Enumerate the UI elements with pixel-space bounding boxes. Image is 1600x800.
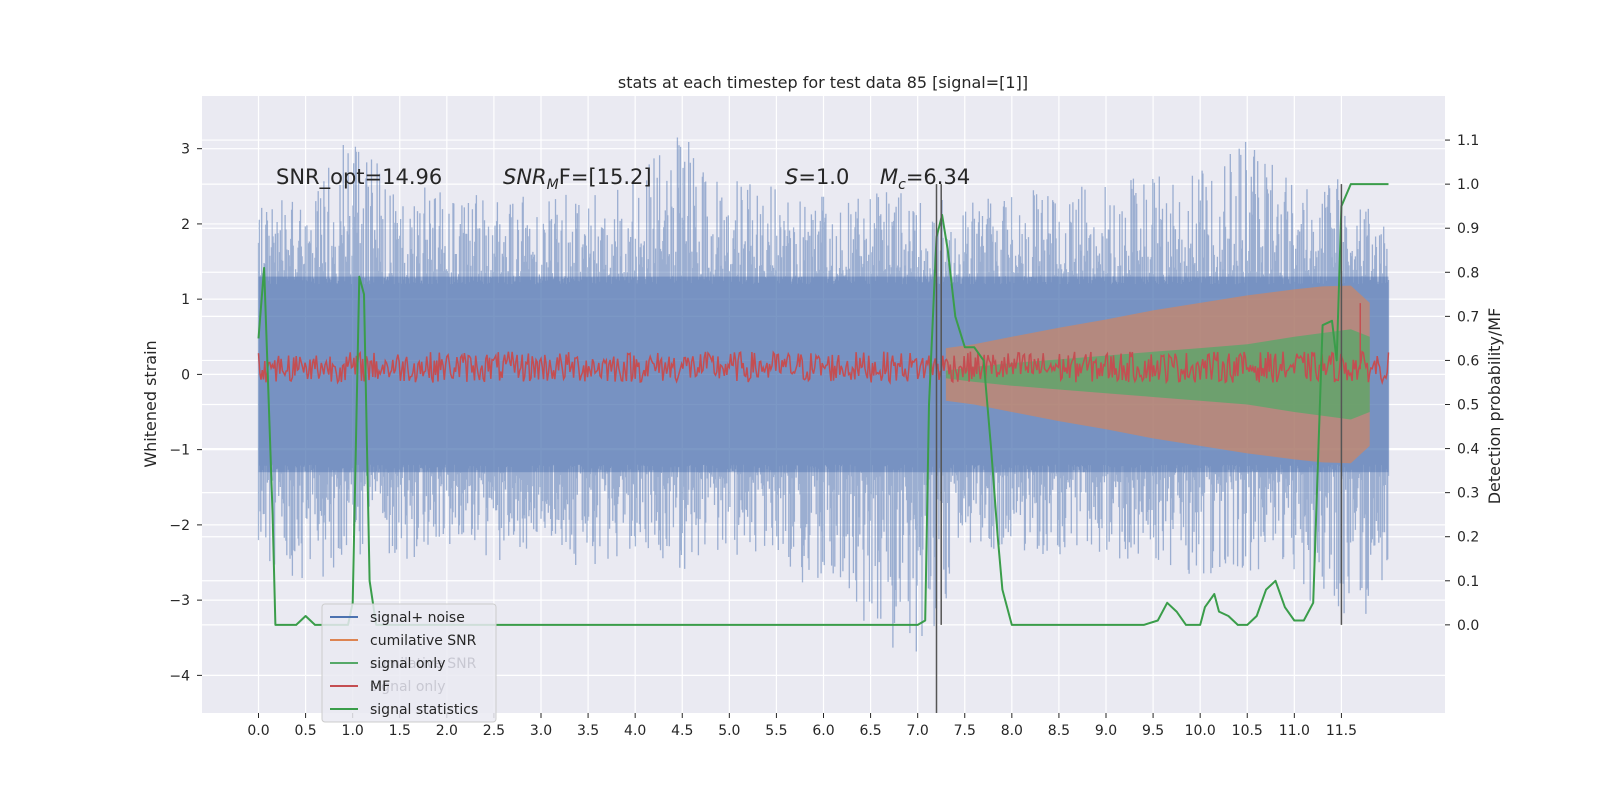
annotation-mc: Mc=6.34 (880, 165, 970, 193)
series-mf (257, 350, 1390, 386)
x-tick-label: 9.0 (1095, 723, 1117, 739)
y-right-tick-label: 1.0 (1457, 177, 1479, 193)
y-right-tick-label: 0.8 (1457, 265, 1479, 281)
x-tick-label: 5.0 (718, 723, 740, 739)
x-tick-label: 4.0 (624, 723, 646, 739)
y-right-tick-label: 0.7 (1457, 309, 1479, 325)
y-right-tick-label: 0.2 (1457, 530, 1479, 546)
series-layer (257, 137, 1390, 652)
y-left-tick-label: 2 (181, 217, 190, 233)
y-axis-left-label: Whitened strain (141, 340, 160, 467)
y-right-tick-label: 0.4 (1457, 442, 1479, 458)
x-tick-label: 11.0 (1279, 723, 1310, 739)
y-left-tick-label: 1 (181, 292, 190, 308)
annotation-snr-mf: SNRMF=[15.2] (503, 165, 652, 193)
x-tick-label: 6.5 (859, 723, 881, 739)
annotation-snr-opt: SNR_opt=14.96 (276, 165, 442, 190)
annotation-s-rest: =1.0 (798, 165, 849, 189)
y-right-tick-label: 0.5 (1457, 398, 1479, 414)
annotation-s-italic: S (785, 165, 798, 189)
y-right-tick-label: 0.3 (1457, 486, 1479, 502)
annotation-s: S=1.0 (785, 165, 849, 189)
x-tick-label: 6.0 (812, 723, 834, 739)
y-left-tick-label: −2 (169, 518, 190, 534)
x-tick-label: 8.0 (1001, 723, 1023, 739)
y-axis-left-ticks: −4 −3 −2 −1 0 1 2 3 (169, 142, 202, 684)
legend-label-cumilative-snr: cumilative SNR (370, 633, 477, 649)
legend: cumilative SNR signal only signal+ noise… (321, 603, 497, 723)
y-axis-right-label: Detection probability/MF (1485, 308, 1504, 505)
x-tick-label: 2.0 (436, 723, 458, 739)
annotation-snr-mf-rest: F=[15.2] (559, 165, 652, 189)
x-tick-label: 7.0 (907, 723, 929, 739)
legend-ghost-label-1: cumilative SNR (370, 656, 477, 672)
legend-box (321, 603, 497, 723)
x-tick-label: 0.0 (247, 723, 269, 739)
annotation-mc-sub: c (898, 177, 906, 193)
annotation-mc-rest: =6.34 (906, 165, 970, 189)
y-left-tick-label: −4 (169, 668, 190, 684)
y-left-tick-label: 3 (181, 142, 190, 158)
legend-ghost-label-2: signal only (370, 679, 445, 695)
x-tick-label: 2.5 (483, 723, 505, 739)
legend-label-signal-statistics: signal statistics (370, 702, 478, 718)
legend-label-signal-only: signal only (370, 656, 445, 672)
annotation-snr-mf-base: SNR (503, 165, 547, 189)
x-tick-label: 0.5 (294, 723, 316, 739)
x-tick-label: 10.5 (1232, 723, 1263, 739)
y-left-tick-label: 0 (181, 367, 190, 383)
annotation-snr-mf-sub: M (547, 177, 559, 193)
x-tick-label: 8.5 (1048, 723, 1070, 739)
y-axis-right-ticks: 0.0 0.1 0.2 0.3 0.4 0.5 0.6 0.7 0.8 0.9 1.0 1.1 (1445, 133, 1479, 634)
y-right-tick-label: 1.1 (1457, 133, 1479, 149)
x-tick-label: 9.5 (1142, 723, 1164, 739)
annotation-mc-base: M (880, 165, 898, 189)
x-tick-label: 3.5 (577, 723, 599, 739)
x-tick-label: 3.0 (530, 723, 552, 739)
x-tick-label: 1.0 (342, 723, 364, 739)
legend-label-signal-noise: signal+ noise (370, 610, 465, 626)
x-tick-label: 10.0 (1185, 723, 1216, 739)
x-tick-label: 7.5 (954, 723, 976, 739)
x-tick-label: 1.5 (389, 723, 411, 739)
y-left-tick-label: −1 (169, 443, 190, 459)
y-right-tick-label: 0.6 (1457, 353, 1479, 369)
x-tick-label: 4.5 (671, 723, 693, 739)
legend-label-mf: MF (370, 679, 390, 695)
y-right-tick-label: 0.9 (1457, 221, 1479, 237)
x-tick-label: 11.5 (1326, 723, 1357, 739)
y-right-tick-label: 0.1 (1457, 574, 1479, 590)
x-tick-label: 5.5 (765, 723, 787, 739)
y-left-tick-label: −3 (169, 593, 190, 609)
y-right-tick-label: 0.0 (1457, 618, 1479, 634)
vertical-lines (935, 184, 1343, 713)
chart-title: stats at each timestep for test data 85 … (618, 73, 1028, 92)
x-axis-ticks: 0.0 0.5 1.0 1.5 2.0 2.5 3.0 3.5 4.0 4.5 5.0 5.5 6.0 6… (247, 713, 1357, 739)
